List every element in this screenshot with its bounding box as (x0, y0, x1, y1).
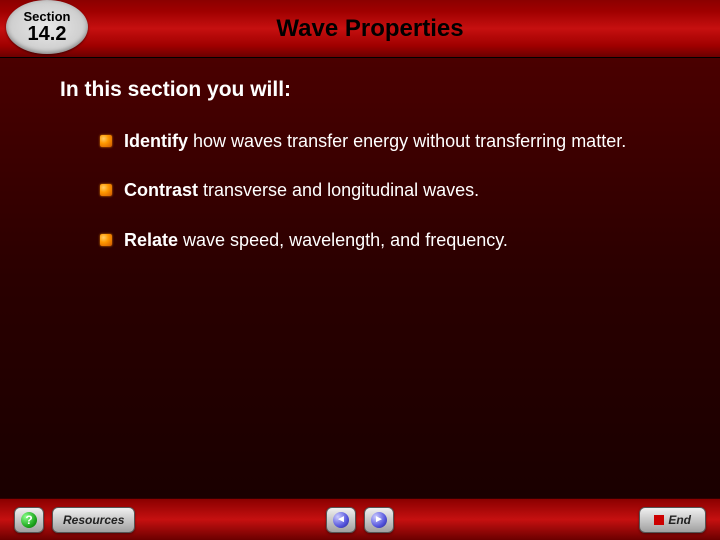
section-label: Section (24, 10, 71, 23)
end-label: End (668, 513, 691, 527)
section-number: 14.2 (28, 23, 67, 45)
objective-bold: Contrast (124, 180, 198, 200)
next-button[interactable]: ► (364, 507, 394, 533)
objective-bold: Identify (124, 131, 188, 151)
objective-text: wave speed, wavelength, and frequency. (178, 230, 508, 250)
prev-button[interactable]: ◄ (326, 507, 356, 533)
list-item: Relate wave speed, wavelength, and frequ… (100, 229, 670, 252)
stop-icon (654, 515, 664, 525)
nav-group: ◄ ► (326, 507, 394, 533)
objective-text: how waves transfer energy without transf… (188, 131, 626, 151)
section-badge: Section 14.2 (6, 0, 88, 54)
bullet-icon (100, 135, 112, 147)
objectives-list: Identify how waves transfer energy witho… (60, 130, 670, 252)
footer-bar: ? Resources ◄ ► End (0, 498, 720, 540)
resources-button[interactable]: Resources (52, 507, 135, 533)
objective-text: transverse and longitudinal waves. (198, 180, 479, 200)
end-button[interactable]: End (639, 507, 706, 533)
help-button[interactable]: ? (14, 507, 44, 533)
bullet-icon (100, 234, 112, 246)
arrow-left-icon: ◄ (333, 512, 349, 528)
content-area: In this section you will: Identify how w… (0, 58, 720, 498)
bullet-icon (100, 184, 112, 196)
objective-bold: Relate (124, 230, 178, 250)
intro-heading: In this section you will: (60, 78, 670, 102)
list-item: Contrast transverse and longitudinal wav… (100, 179, 670, 202)
resources-label: Resources (63, 513, 124, 527)
help-icon: ? (21, 512, 37, 528)
header-bar: Section 14.2 Wave Properties (0, 0, 720, 58)
arrow-right-icon: ► (371, 512, 387, 528)
list-item: Identify how waves transfer energy witho… (100, 130, 670, 153)
page-title: Wave Properties (276, 15, 463, 43)
